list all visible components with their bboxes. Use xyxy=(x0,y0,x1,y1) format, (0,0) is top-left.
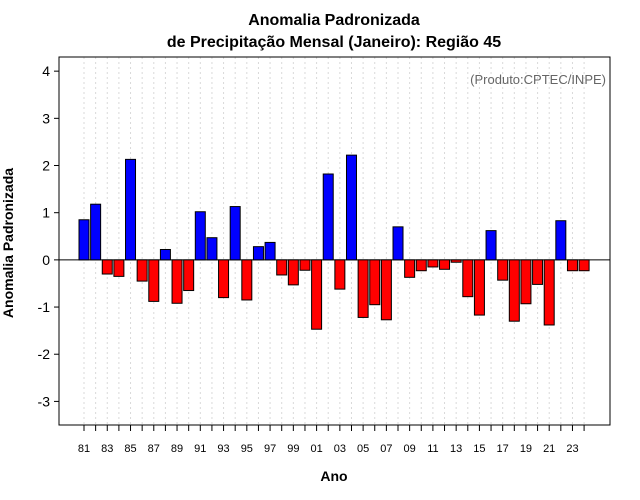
plot-frame xyxy=(58,56,611,426)
bar-17 xyxy=(497,259,509,281)
x-tick-label: 93 xyxy=(217,443,229,455)
y-tick-label: 4 xyxy=(42,63,50,79)
bar-93 xyxy=(218,259,230,299)
bar-24 xyxy=(578,259,590,272)
x-tick-label: 19 xyxy=(520,443,532,455)
bar-88 xyxy=(159,248,171,261)
x-tick-label: 97 xyxy=(264,443,276,455)
bar-21 xyxy=(543,259,555,326)
bar-20 xyxy=(532,259,544,285)
bar-08 xyxy=(392,226,404,261)
y-tick-label: 2 xyxy=(42,158,50,174)
bar-87 xyxy=(148,259,160,302)
x-tick-label: 11 xyxy=(427,443,438,455)
y-axis: -3 -2 -1 0 1 2 3 4 xyxy=(38,63,59,409)
bar-13 xyxy=(450,259,462,263)
bar-97 xyxy=(264,241,276,261)
x-tick-label: 07 xyxy=(380,443,392,455)
bar-81 xyxy=(78,219,90,261)
x-axis: 81 83 85 87 89 91 93 95 97 99 01 03 05 07 09 11 13 15 17 19… xyxy=(78,425,585,455)
x-axis-title: Ano xyxy=(320,468,347,484)
x-tick-label: 87 xyxy=(148,443,160,455)
x-tick-label: 99 xyxy=(287,443,299,455)
bar-03 xyxy=(334,259,346,290)
bar-91 xyxy=(194,211,206,261)
bar-06 xyxy=(369,259,381,306)
bar-10 xyxy=(415,259,427,272)
bar-04 xyxy=(345,154,357,261)
bar-01 xyxy=(311,259,323,330)
x-tick-label: 95 xyxy=(241,443,253,455)
chart-title-line2: de Precipitação Mensal (Janeiro): Região… xyxy=(167,34,501,51)
bar-90 xyxy=(183,259,195,292)
x-tick-label: 83 xyxy=(101,443,113,455)
x-tick-label: 91 xyxy=(194,443,206,455)
bar-94 xyxy=(229,206,241,261)
bar-23 xyxy=(566,259,578,272)
bar-89 xyxy=(171,259,183,304)
x-tick-label: 05 xyxy=(357,443,369,455)
source-annotation: (Produto:CPTEC/INPE) xyxy=(470,72,606,87)
bars xyxy=(78,154,590,330)
bar-99 xyxy=(287,259,299,286)
bar-09 xyxy=(404,259,416,278)
bar-22 xyxy=(555,220,567,261)
bar-07 xyxy=(380,259,392,321)
x-tick-label: 85 xyxy=(124,443,136,455)
bar-82 xyxy=(90,203,102,261)
bar-84 xyxy=(113,259,125,277)
bar-85 xyxy=(125,158,137,261)
bar-11 xyxy=(427,259,439,268)
y-tick-label: 1 xyxy=(42,205,50,221)
x-tick-label: 23 xyxy=(566,443,578,455)
x-tick-label: 13 xyxy=(450,443,462,455)
bar-18 xyxy=(508,259,520,322)
x-tick-label: 01 xyxy=(310,443,322,455)
x-tick-label: 21 xyxy=(543,443,555,455)
bar-16 xyxy=(485,230,497,261)
x-tick-label: 09 xyxy=(404,443,416,455)
vertical-grid xyxy=(83,57,585,425)
bar-86 xyxy=(136,259,148,282)
y-tick-label: -3 xyxy=(38,393,51,409)
bar-05 xyxy=(357,259,369,318)
bar-83 xyxy=(101,259,113,275)
bar-96 xyxy=(252,246,264,261)
y-tick-label: -2 xyxy=(38,346,51,362)
y-tick-label: 0 xyxy=(42,252,50,268)
bar-92 xyxy=(206,237,218,261)
y-tick-label: -1 xyxy=(38,299,51,315)
x-tick-label: 15 xyxy=(473,443,485,455)
x-tick-label: 03 xyxy=(334,443,346,455)
bar-02 xyxy=(322,173,334,261)
x-tick-label: 17 xyxy=(497,443,509,455)
chart-title-line1: Anomalia Padronizada xyxy=(248,12,420,29)
y-tick-label: 3 xyxy=(42,110,50,126)
bar-00 xyxy=(299,259,311,271)
bar-19 xyxy=(520,259,532,305)
bar-95 xyxy=(241,259,253,301)
bar-15 xyxy=(473,259,485,316)
y-axis-title: Anomalia Padronizada xyxy=(0,168,16,318)
bar-12 xyxy=(439,259,451,270)
bar-98 xyxy=(276,259,288,276)
x-tick-label: 81 xyxy=(78,443,90,455)
x-tick-label: 89 xyxy=(171,443,183,455)
bar-14 xyxy=(462,259,474,298)
